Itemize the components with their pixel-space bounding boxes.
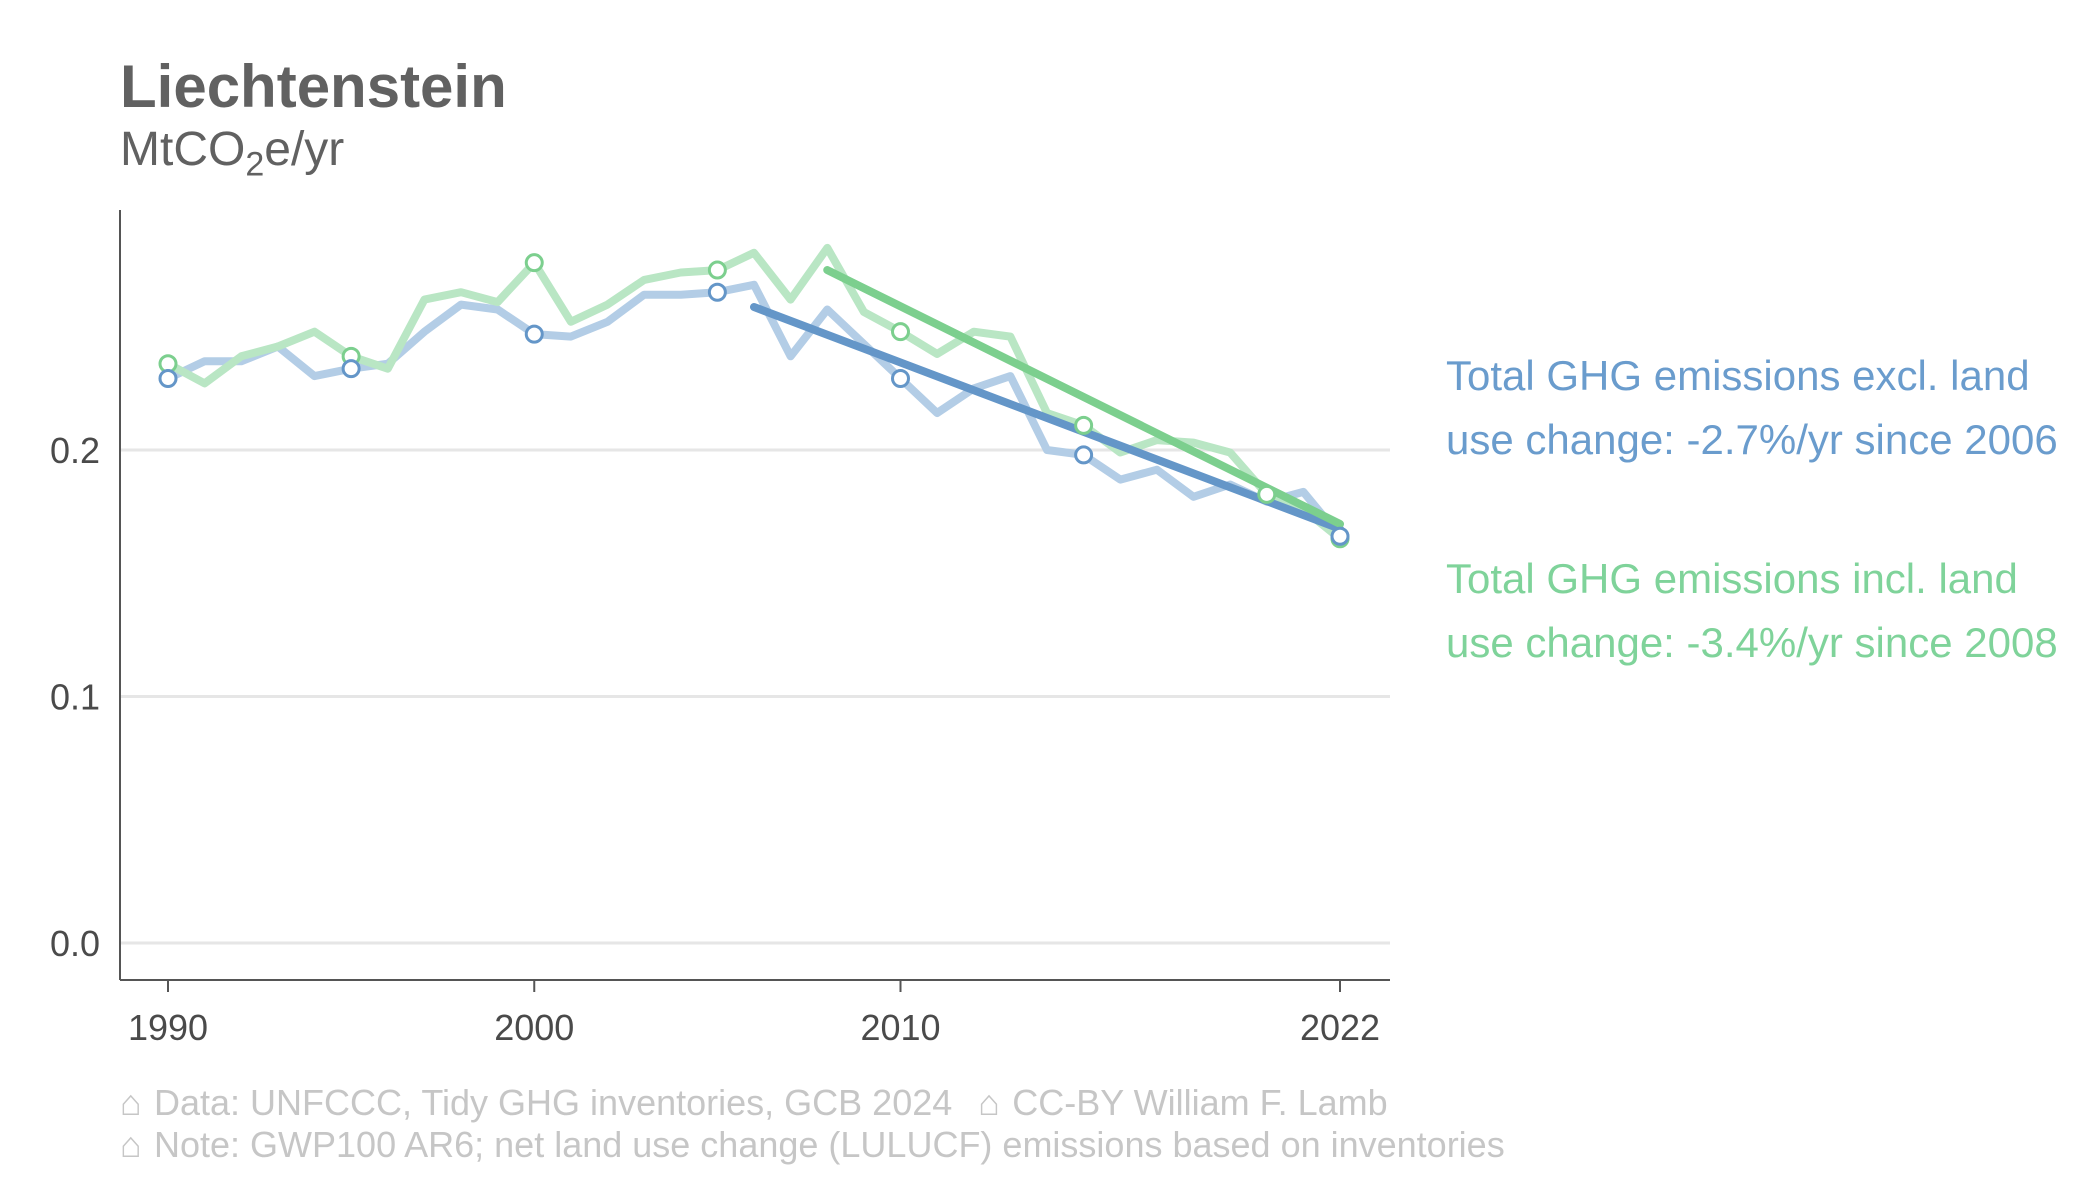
unit-subscript: 2	[245, 145, 265, 184]
y-tick-label: 0.2	[50, 430, 100, 471]
series-line-excl	[164, 280, 1344, 541]
chart-title: Liechtenstein	[120, 53, 507, 120]
data-point-excl	[891, 369, 910, 389]
caption-line-2: ⌂ Note: GWP100 AR6; net land use change (…	[120, 1124, 1505, 1166]
unit-suffix: e/yr	[264, 123, 345, 176]
x-tick-label: 1990	[128, 1007, 208, 1048]
y-tick-label: 0.0	[50, 923, 100, 964]
legend-incl-land-use: Total GHG emissions incl. land use chang…	[1446, 555, 2058, 666]
data-point-excl	[341, 359, 361, 379]
unit-prefix: MtCO	[120, 123, 246, 176]
y-tick-label: 0.1	[50, 677, 100, 718]
data-point-incl	[891, 322, 910, 342]
note-icon: ⌂	[120, 1124, 142, 1165]
data-point-incl	[1074, 415, 1094, 435]
data-point-excl	[1330, 526, 1350, 546]
x-tick-label: 2000	[494, 1007, 574, 1048]
caption-note: Note: GWP100 AR6; net land use change (L…	[154, 1124, 1505, 1165]
x-tick-label: 2022	[1300, 1007, 1380, 1048]
legend-excl-land-use: Total GHG emissions excl. land use chang…	[1446, 352, 2058, 463]
data-point-excl	[1074, 445, 1094, 465]
caption-license: CC-BY William F. Lamb	[1012, 1082, 1388, 1123]
license-icon: ⌂	[978, 1082, 1001, 1123]
data-point-incl	[1257, 484, 1277, 504]
caption-data-source: Data: UNFCCC, Tidy GHG inventories, GCB …	[154, 1082, 953, 1123]
source-icon: ⌂	[120, 1082, 142, 1123]
data-point-excl	[158, 369, 178, 389]
trend-line-incl	[823, 266, 1344, 528]
caption-line-1: ⌂ Data: UNFCCC, Tidy GHG inventories, GCB…	[120, 1082, 1388, 1124]
series-line-incl	[164, 243, 1344, 543]
trend-line-excl	[750, 303, 1344, 533]
data-point-incl	[524, 253, 544, 273]
data-point-excl	[524, 324, 544, 344]
x-tick-label: 2010	[860, 1007, 940, 1048]
chart-unit: MtCO2e/yr	[120, 122, 344, 185]
data-point-excl	[707, 282, 727, 302]
data-point-incl	[707, 260, 727, 280]
